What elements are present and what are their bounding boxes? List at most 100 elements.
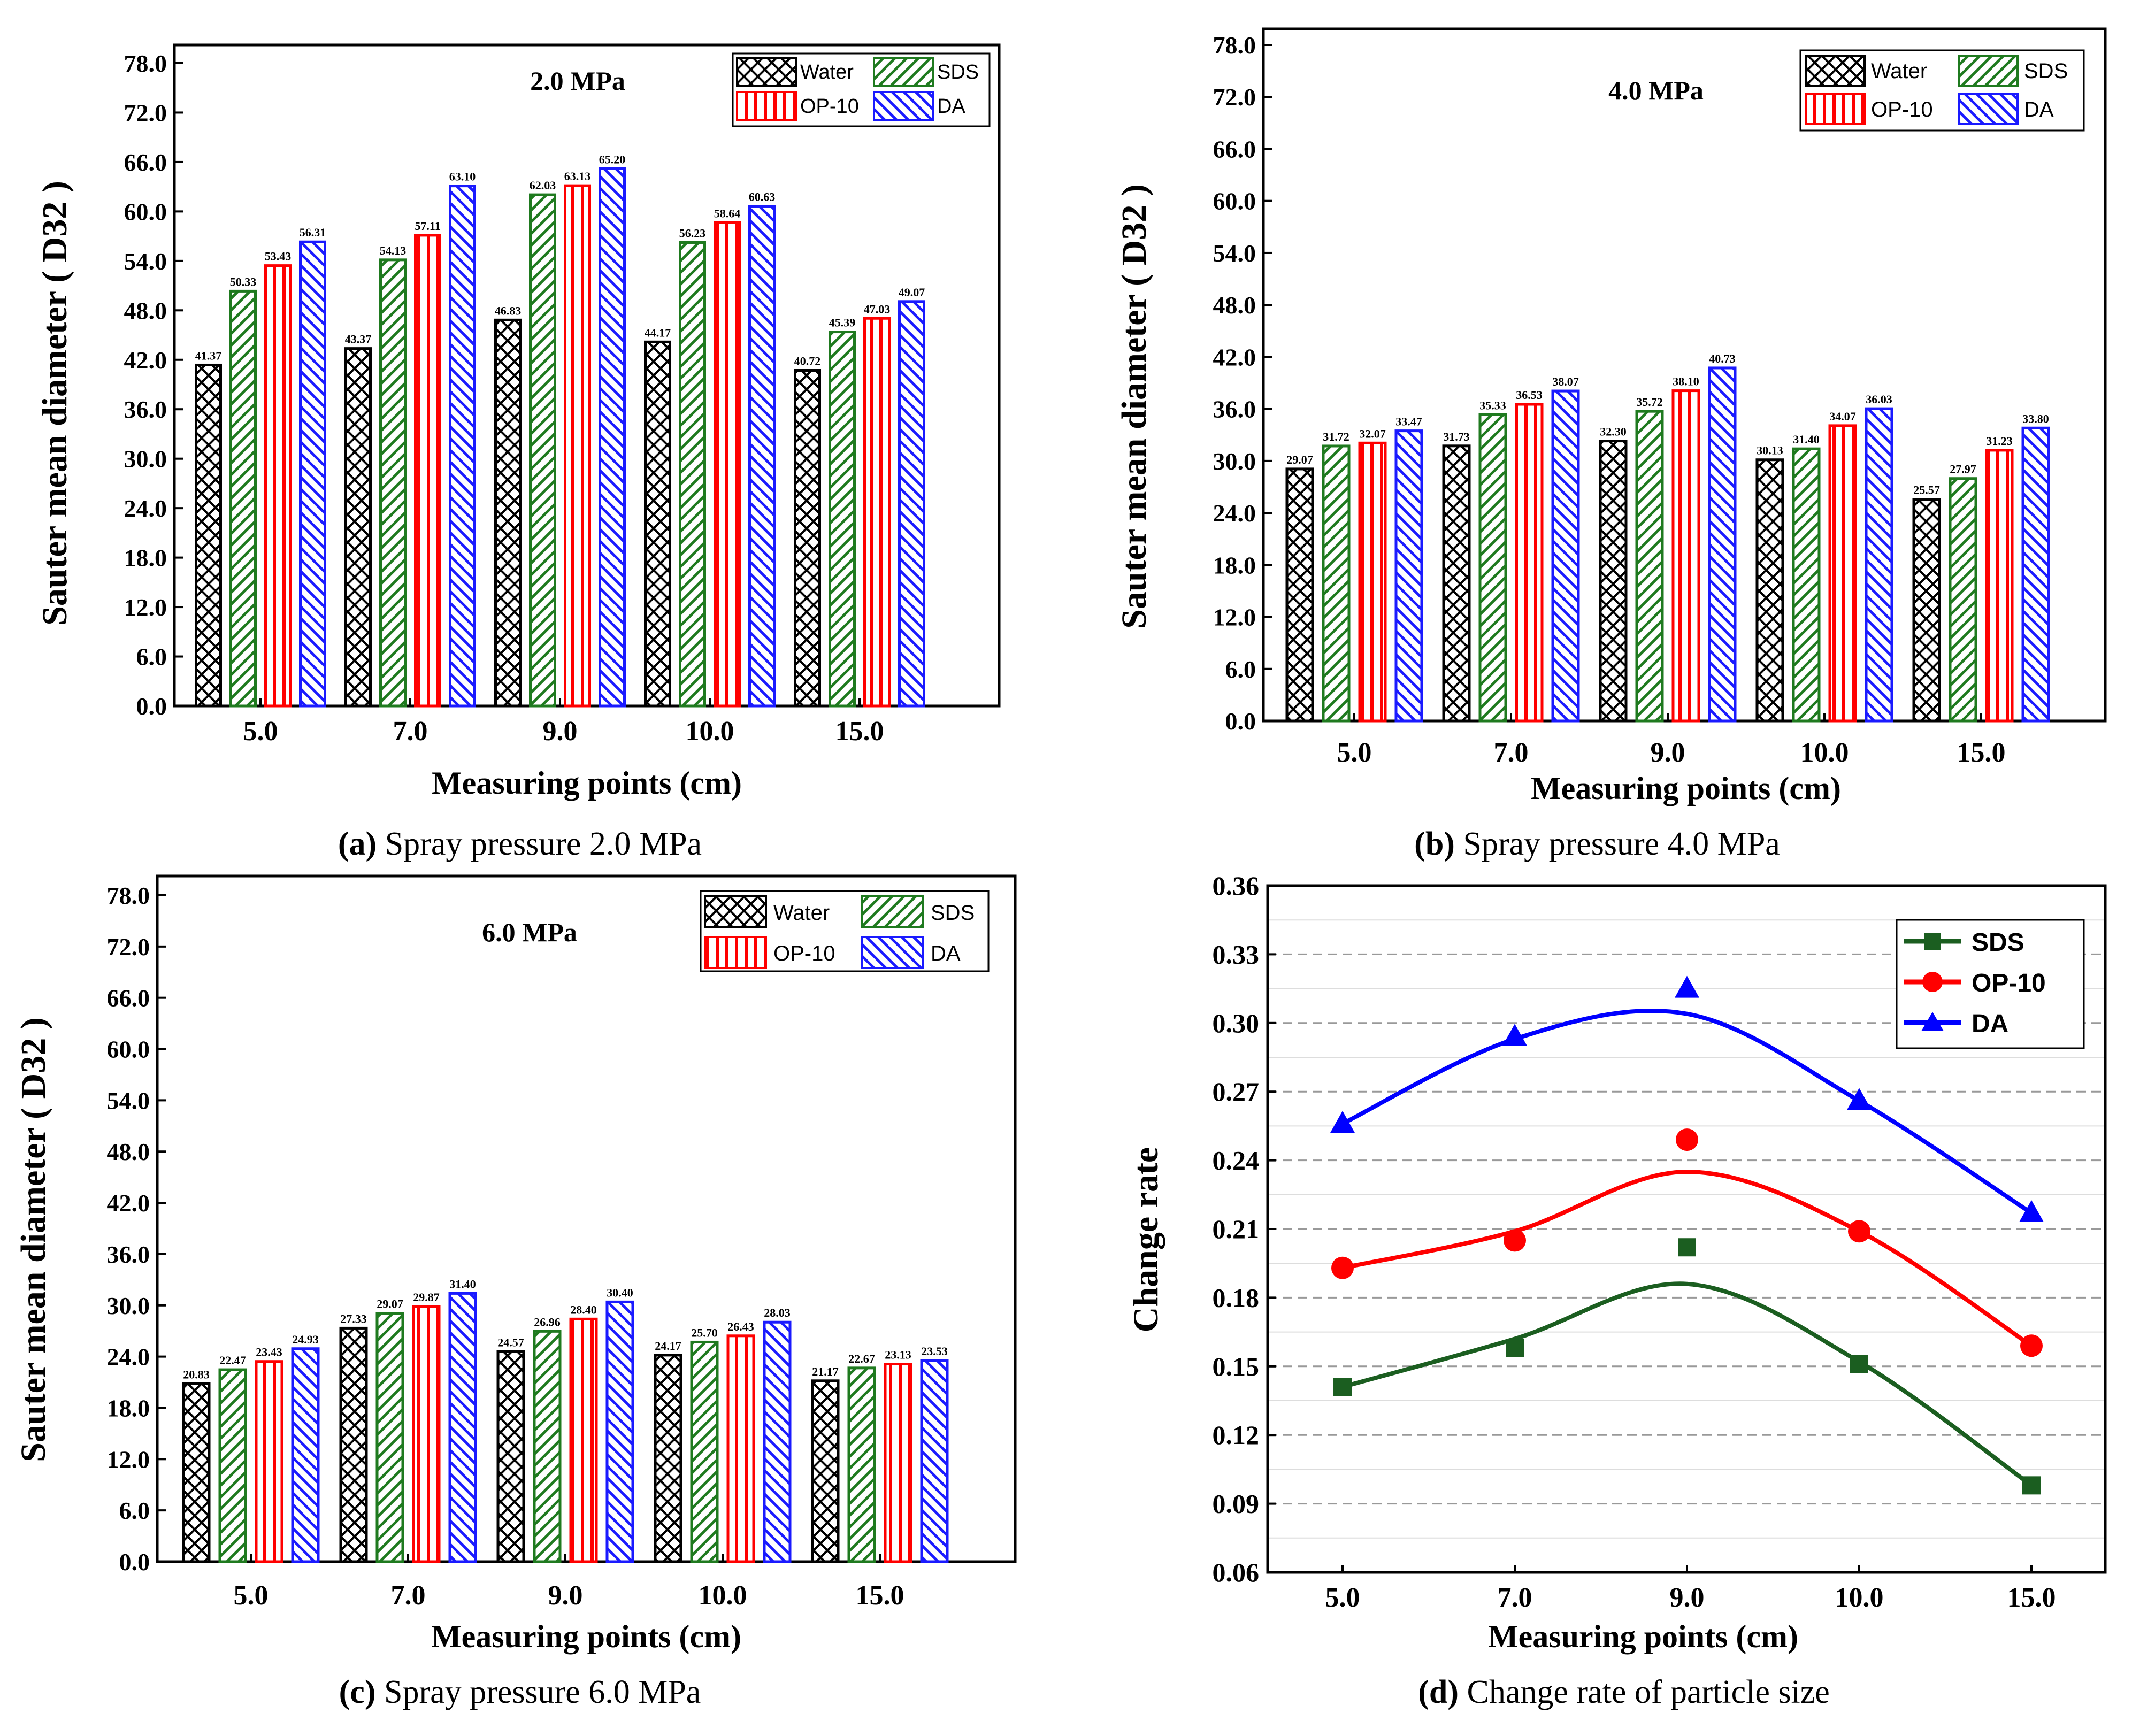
y-tick-label: 48.0 bbox=[1213, 291, 1256, 319]
y-tick-label: 0.33 bbox=[1213, 939, 1260, 969]
bar-value-label: 23.13 bbox=[885, 1348, 911, 1362]
bar-value-label: 29.07 bbox=[377, 1297, 403, 1311]
panel-c-x-ticks: 5.0 7.0 9.0 10.0 15.0 bbox=[234, 1554, 904, 1611]
bar-value-label: 33.80 bbox=[2022, 412, 2049, 425]
bar-value-label: 22.47 bbox=[219, 1354, 246, 1367]
bar-value-label: 29.07 bbox=[1286, 453, 1313, 466]
legend-water-label: Water bbox=[773, 901, 830, 925]
data-point-da bbox=[1847, 1088, 1872, 1110]
x-tick-label: 15.0 bbox=[2007, 1583, 2056, 1613]
y-tick-label: 60.0 bbox=[107, 1036, 150, 1063]
bar-value-label: 40.73 bbox=[1709, 352, 1736, 365]
y-tick-label: 0.0 bbox=[119, 1548, 150, 1576]
panel-d-caption-label: (d) bbox=[1418, 1674, 1459, 1710]
bar-op10 bbox=[714, 221, 741, 708]
bar-value-label: 23.53 bbox=[921, 1345, 948, 1358]
bar-sds bbox=[829, 331, 856, 708]
bar-da bbox=[605, 1300, 634, 1563]
bar-value-label: 20.83 bbox=[183, 1368, 210, 1381]
data-point-sds bbox=[1333, 1378, 1352, 1396]
bar-sds bbox=[690, 1340, 719, 1563]
y-tick-label: 66.0 bbox=[124, 149, 167, 176]
x-tick-label: 15.0 bbox=[856, 1580, 904, 1611]
x-tick-label: 10.0 bbox=[699, 1580, 747, 1611]
legend-da-label: DA bbox=[1972, 1010, 2008, 1038]
data-point-op10 bbox=[2020, 1334, 2043, 1357]
bar-da bbox=[1551, 389, 1580, 723]
panel-b-x-ticks: 5.0 7.0 9.0 10.0 15.0 bbox=[1337, 713, 2006, 768]
bar-value-label: 25.57 bbox=[1913, 483, 1940, 497]
panel-c-caption: (c) Spray pressure 6.0 MPa bbox=[339, 1674, 701, 1710]
panel-b-y-label: Sauter mean diameter ( D32 ) bbox=[1115, 184, 1154, 629]
x-tick-label: 7.0 bbox=[391, 1580, 426, 1611]
bar-da bbox=[449, 185, 476, 708]
y-tick-label: 0.27 bbox=[1213, 1077, 1260, 1107]
y-tick-label: 48.0 bbox=[107, 1138, 150, 1165]
y-tick-label: 78.0 bbox=[107, 882, 150, 909]
panel-a-y-label: Sauter mean diameter ( D32 ) bbox=[35, 181, 74, 626]
legend-sds-label: SDS bbox=[931, 901, 975, 925]
panel-b-x-label: Measuring points (cm) bbox=[1531, 771, 1841, 806]
panel-c-bars: 20.83 27.33 24.57 24.17 21.17 22.47 29.07 26.96… bbox=[182, 1277, 949, 1563]
y-tick-label: 42.0 bbox=[1213, 343, 1256, 371]
y-tick-label: 60.0 bbox=[124, 198, 167, 225]
bar-value-label: 60.63 bbox=[749, 190, 776, 204]
bar-sds bbox=[1792, 447, 1821, 723]
panel-c-x-label: Measuring points (cm) bbox=[431, 1619, 741, 1654]
y-tick-label: 0.12 bbox=[1213, 1420, 1260, 1450]
legend-op10-swatch bbox=[1805, 93, 1866, 125]
bar-da bbox=[1394, 429, 1423, 723]
bar-water bbox=[811, 1379, 840, 1563]
legend-da-label: DA bbox=[931, 942, 961, 965]
y-tick-label: 66.0 bbox=[1213, 135, 1256, 163]
bar-sds bbox=[1949, 477, 1977, 723]
y-tick-label: 78.0 bbox=[124, 50, 167, 77]
y-tick-label: 24.0 bbox=[124, 495, 167, 522]
data-point-sds bbox=[1850, 1355, 1868, 1373]
bar-op10 bbox=[863, 317, 891, 708]
bar-water bbox=[644, 340, 671, 708]
bar-value-label: 28.03 bbox=[764, 1306, 791, 1319]
legend-sds-swatch bbox=[873, 57, 934, 87]
panel-a: Sauter mean diameter ( D32 ) 0.0 6.0 12.0 1… bbox=[35, 43, 1001, 862]
y-tick-label: 0.30 bbox=[1213, 1008, 1260, 1038]
y-tick-label: 12.0 bbox=[107, 1446, 150, 1473]
x-tick-label: 10.0 bbox=[686, 716, 734, 747]
y-tick-label: 0.06 bbox=[1213, 1557, 1260, 1587]
bar-water bbox=[195, 363, 222, 708]
y-tick-label: 54.0 bbox=[107, 1087, 150, 1114]
y-tick-label: 72.0 bbox=[124, 99, 167, 126]
y-tick-label: 72.0 bbox=[107, 933, 150, 961]
legend-sds-label: SDS bbox=[1972, 928, 2024, 957]
x-tick-label: 10.0 bbox=[1835, 1583, 1884, 1613]
y-tick-label: 12.0 bbox=[124, 594, 167, 621]
bar-value-label: 44.17 bbox=[645, 326, 671, 339]
bar-value-label: 63.10 bbox=[449, 170, 476, 183]
panel-b: Sauter mean diameter ( D32 ) 0.0 6.0 12.0 1… bbox=[1115, 27, 2107, 862]
y-tick-label: 6.0 bbox=[136, 643, 167, 671]
panel-d-caption-text: Change rate of particle size bbox=[1467, 1674, 1830, 1710]
panel-d: Change rate 0.06 0.09 0.12 0.15 0.18 0.21 0.24… bbox=[1126, 871, 2107, 1710]
y-tick-label: 72.0 bbox=[1213, 83, 1256, 111]
y-tick-label: 18.0 bbox=[124, 544, 167, 572]
data-point-da bbox=[1330, 1111, 1355, 1133]
bar-op10 bbox=[412, 1305, 441, 1563]
y-tick-label: 0.18 bbox=[1213, 1282, 1260, 1312]
bar-op10 bbox=[414, 234, 441, 708]
data-point-op10 bbox=[1331, 1256, 1354, 1279]
bar-value-label: 50.33 bbox=[230, 275, 257, 288]
bar-da bbox=[2021, 426, 2050, 723]
bar-da bbox=[1708, 366, 1737, 723]
legend-da-swatch bbox=[861, 936, 924, 969]
bar-value-label: 65.20 bbox=[599, 152, 626, 166]
panel-b-caption: (b) Spray pressure 4.0 MPa bbox=[1414, 826, 1780, 862]
legend-op10-label: OP-10 bbox=[773, 942, 835, 965]
bar-da bbox=[763, 1320, 792, 1563]
bar-value-label: 31.23 bbox=[1986, 434, 2013, 448]
bar-value-label: 32.07 bbox=[1359, 427, 1386, 440]
bar-value-label: 23.43 bbox=[256, 1346, 282, 1359]
bar-op10 bbox=[255, 1360, 283, 1563]
bar-op10 bbox=[564, 184, 591, 708]
panel-a-x-ticks: 5.0 7.0 9.0 10.0 15.0 bbox=[243, 698, 884, 747]
